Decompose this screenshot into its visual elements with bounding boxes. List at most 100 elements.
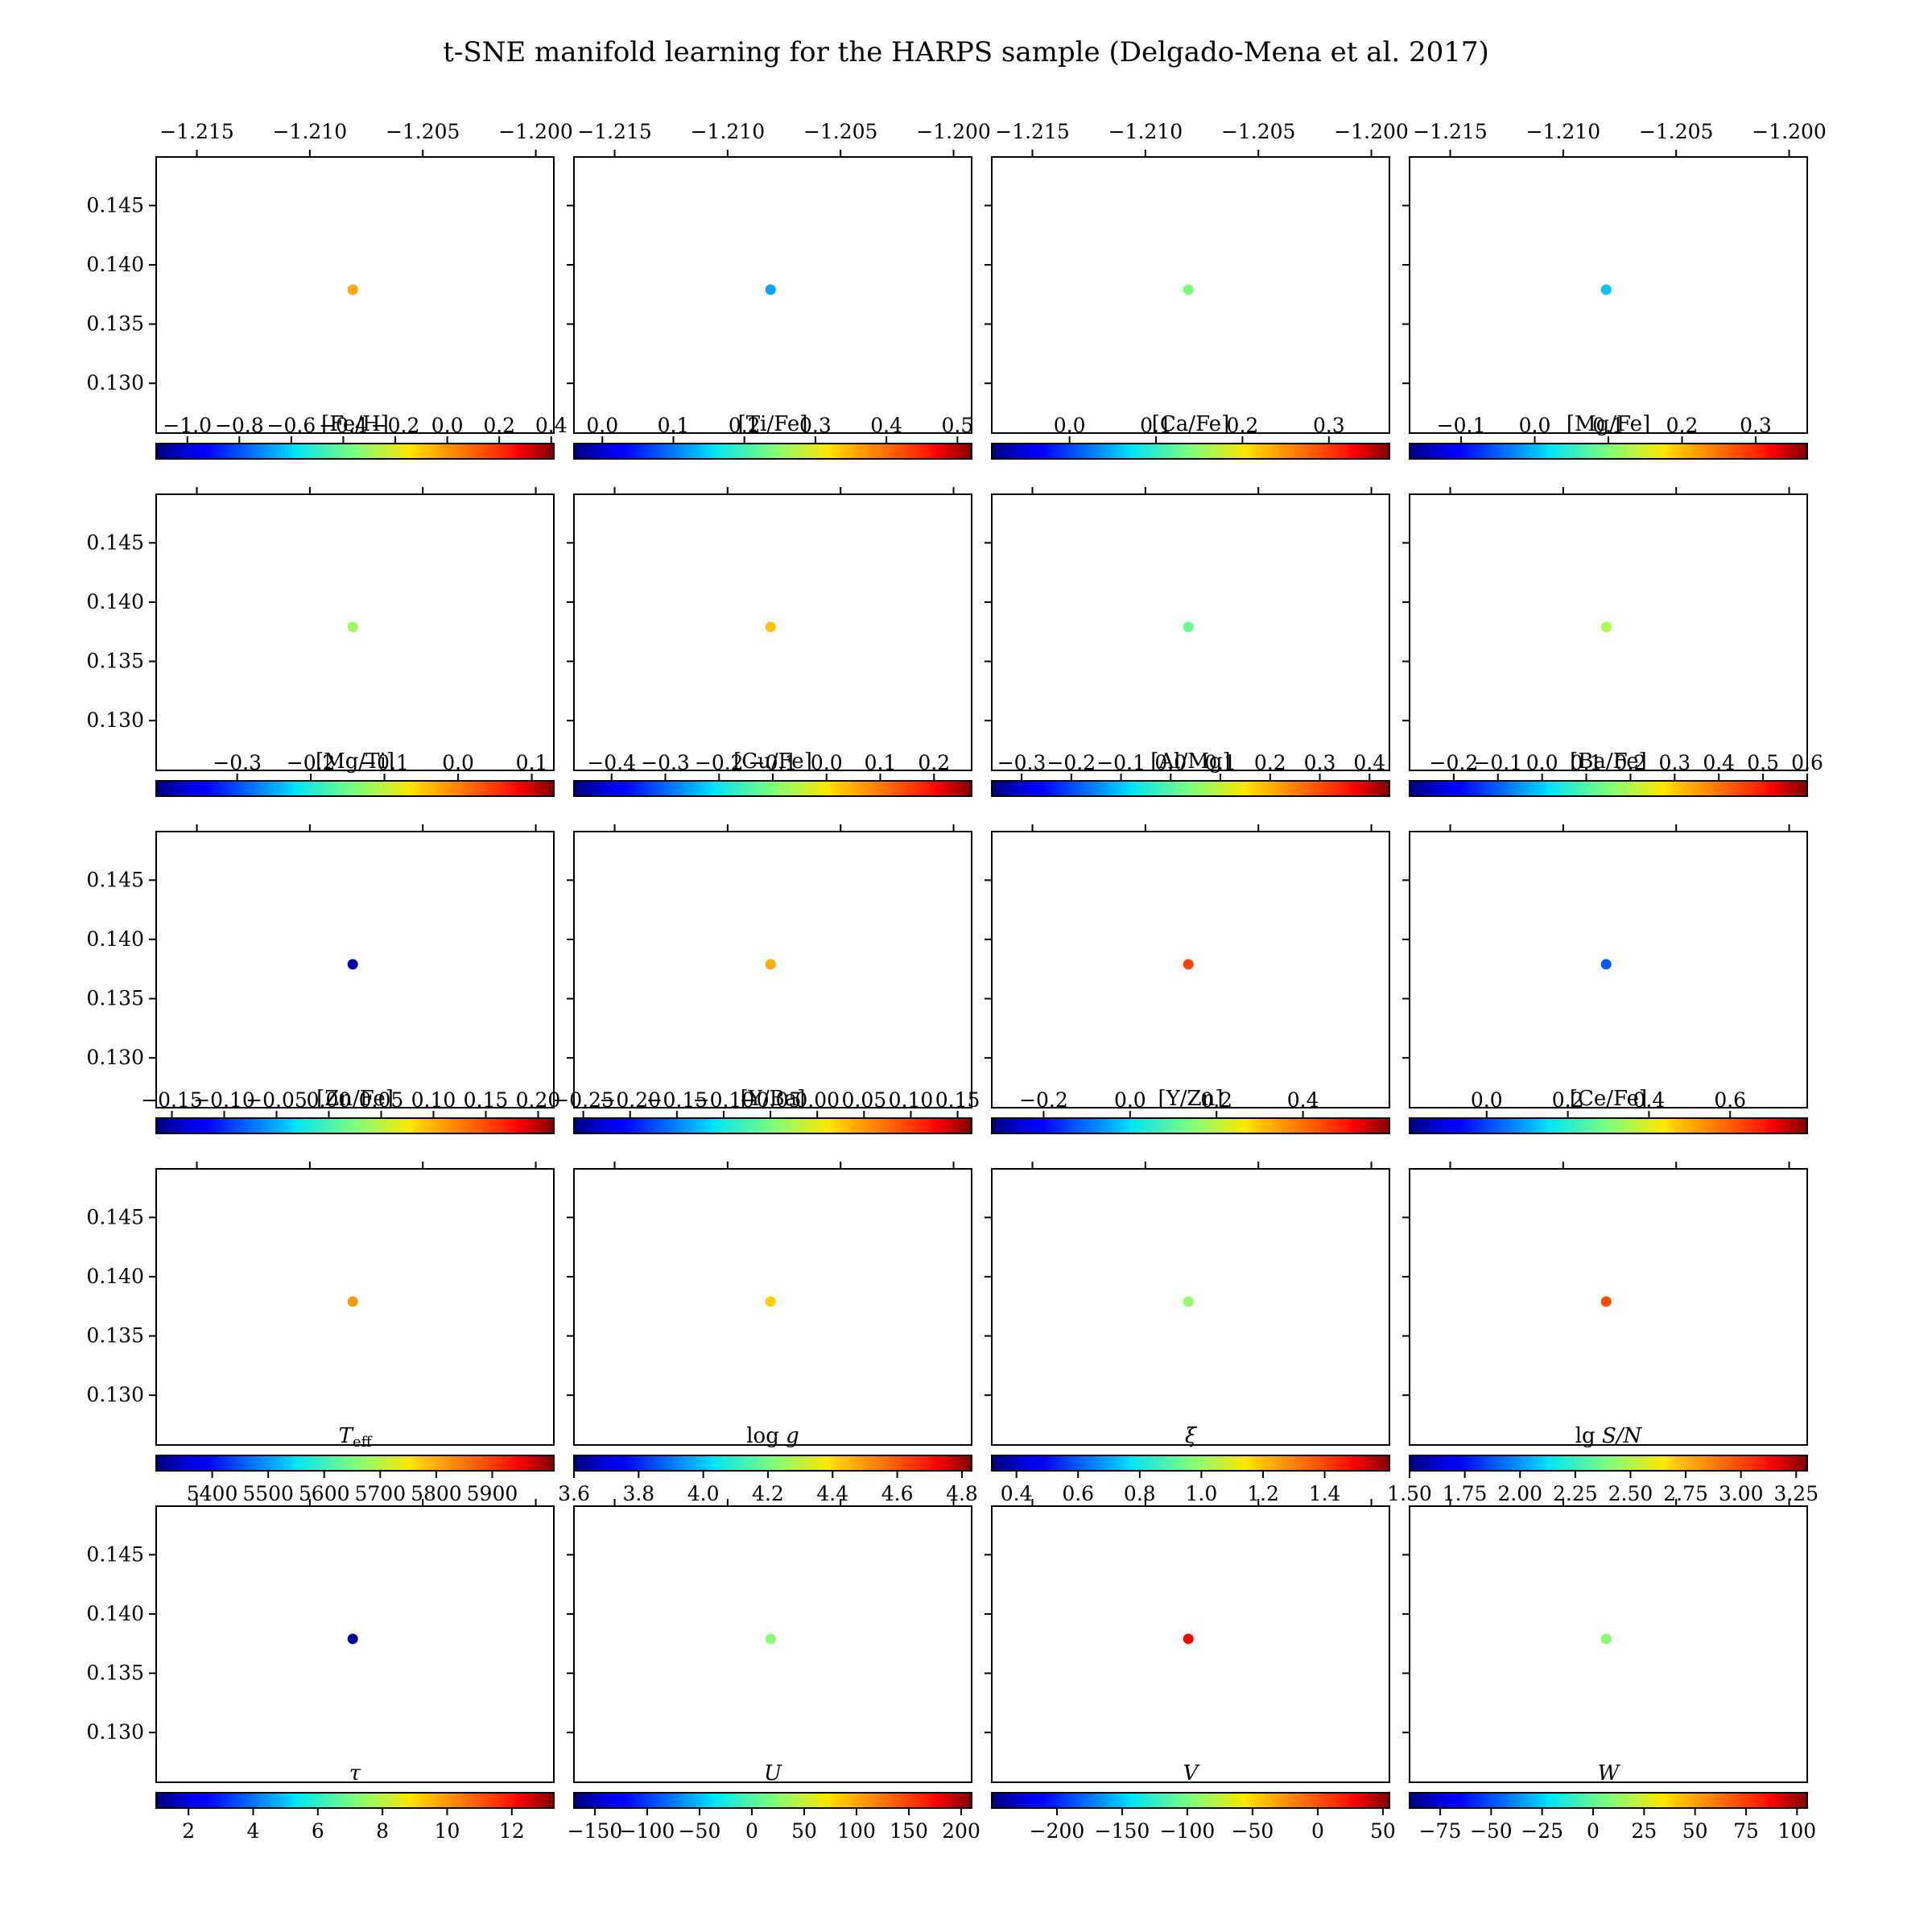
colorbar-tick-label: −150 xyxy=(1095,1819,1150,1843)
panel-mg-ti: 0.130 0.135 0.140 0.145 [Mg/Ti] −0.3 −0.2 −0.1 0… xyxy=(86,487,555,797)
colorbar-tick-label: −0.1 xyxy=(749,751,798,774)
colorbar-tick-label: 0.4 xyxy=(1287,1088,1319,1112)
panel-al-mg: [Al/Mg] −0.3 −0.2 −0.1 0.0 0.1 0.2 0.3 0.4 xyxy=(985,487,1390,797)
y-tick-label: 0.140 xyxy=(86,590,144,613)
colorbar-tick-label: 0.6 xyxy=(1714,1088,1746,1112)
x-tick-label: −1.215 xyxy=(1413,120,1488,143)
x-tick-label: −1.210 xyxy=(273,120,348,143)
colorbar-tick-label: 100 xyxy=(837,1819,876,1843)
colorbar-tick-label: −50 xyxy=(1232,1819,1274,1843)
panel-ce-fe: [Ce/Fe] 0.0 0.2 0.4 0.6 xyxy=(1402,824,1808,1134)
axes-frame xyxy=(573,493,972,771)
panel-label: [Zn/Fe] xyxy=(316,1087,394,1111)
data-point xyxy=(765,621,776,633)
colorbar-tick-label: 5800 xyxy=(411,1482,462,1505)
panel-mg-fe: −1.215 −1.210 −1.205 −1.200 [Mg/Fe] −0.1 0.0 0.… xyxy=(1402,120,1827,460)
y-tick-label: 0.135 xyxy=(86,650,144,673)
colorbar-tick-label: 2.25 xyxy=(1553,1482,1598,1505)
data-point xyxy=(1600,1633,1612,1645)
colorbar-t-eff xyxy=(155,1455,555,1472)
y-tick-label: 0.135 xyxy=(86,1324,144,1348)
colorbar-tick-label: 0.4 xyxy=(1001,1482,1033,1505)
colorbar-mg-ti xyxy=(155,780,555,797)
colorbar-tick-label: 0.3 xyxy=(1658,751,1690,774)
data-point xyxy=(765,1633,776,1645)
colorbar-var xyxy=(155,1792,555,1809)
colorbar-tick-label: −0.2 xyxy=(371,414,420,437)
x-tick-label: −1.215 xyxy=(995,120,1070,143)
colorbar-tick-label: −0.05 xyxy=(740,1088,802,1112)
colorbar-tick-label: 0.3 xyxy=(1313,414,1345,437)
colorbar-tick-label: 0.0 xyxy=(1519,414,1551,437)
colorbar-mg-fe xyxy=(1409,443,1808,460)
colorbar-tick-label: 200 xyxy=(942,1819,980,1843)
colorbar-tick-label: 0.00 xyxy=(795,1088,840,1112)
panel-label: W xyxy=(1598,1761,1621,1785)
x-tick-label: −1.200 xyxy=(1334,120,1409,143)
colorbar-tick-label: −0.2 xyxy=(1019,1088,1068,1112)
colorbar-tick-label: −0.2 xyxy=(695,751,744,774)
colorbar-tick-label: 12 xyxy=(499,1819,525,1843)
panel-ba-fe: [Ba/Fe] −0.2−0.1 0.0 0.1 0.2 0.3 0.4 0.5 0.6 xyxy=(1402,487,1823,797)
colorbar-tick-label: 4.2 xyxy=(752,1482,784,1505)
panel-label: [Y/Ba] xyxy=(741,1087,806,1111)
panel-label: [Cu/Fe] xyxy=(733,749,812,774)
axes-frame xyxy=(155,1168,555,1446)
colorbar-tick-label: 0.2 xyxy=(1254,751,1286,774)
y-tick-label: 0.140 xyxy=(86,1602,144,1625)
colorbar-tick-label: −0.2 xyxy=(1430,751,1479,774)
colorbar-tick-label: 0.2 xyxy=(918,751,950,774)
panel-label: [Mg/Fe] xyxy=(1567,412,1650,436)
y-tick-label: 0.135 xyxy=(86,312,144,336)
colorbar-tick-label: 75 xyxy=(1733,1819,1759,1843)
colorbar-tick-label: 3.25 xyxy=(1773,1482,1818,1505)
data-point xyxy=(1183,1296,1194,1307)
colorbar-tick-label: −50 xyxy=(679,1819,721,1843)
colorbar-tick-label: 0.1 xyxy=(1204,751,1236,774)
colorbar-tick-label: 4.8 xyxy=(946,1482,978,1505)
colorbar-tick-label: 0.6 xyxy=(1791,751,1823,774)
colorbar-y-zn xyxy=(991,1117,1390,1134)
x-tick-label: −1.210 xyxy=(691,120,766,143)
colorbar-tick-label: 0.0 xyxy=(1114,1088,1146,1112)
data-point xyxy=(1183,1633,1194,1645)
colorbar-log-g xyxy=(573,1455,972,1472)
axes-frame xyxy=(1409,156,1808,434)
axes-frame xyxy=(991,831,1390,1108)
data-point xyxy=(1183,284,1194,295)
colorbar-tick-label: 1.4 xyxy=(1309,1482,1341,1505)
colorbar-tick-label: 0.0 xyxy=(1471,1088,1503,1112)
colorbar-tick-label: 0.10 xyxy=(411,1088,456,1112)
colorbar-tick-label: −50 xyxy=(1470,1819,1513,1843)
colorbar-tick-label: 0.1 xyxy=(1592,414,1624,437)
axes-frame xyxy=(573,1168,972,1446)
colorbar-tick-label: 0.8 xyxy=(1124,1482,1156,1505)
colorbar-tick-label: 0.0 xyxy=(811,751,843,774)
colorbar-tick-label: 0.1 xyxy=(865,751,897,774)
colorbar-tick-label: 0.0 xyxy=(586,414,618,437)
colorbar-tick-label: 50 xyxy=(791,1819,817,1843)
colorbar-tick-label: −25 xyxy=(1521,1819,1563,1843)
colorbar-tick-label: 0.5 xyxy=(941,414,973,437)
y-tick-label: 0.135 xyxy=(86,1662,144,1685)
colorbar-tick-label: −0.6 xyxy=(267,414,316,437)
colorbar-tick-label: −1.0 xyxy=(163,414,212,437)
chart-title: t-SNE manifold learning for the HARPS sa… xyxy=(443,36,1489,68)
colorbar-zn-fe xyxy=(155,1117,555,1134)
x-tick-label: −1.200 xyxy=(916,120,991,143)
colorbar-tick-label: −0.05 xyxy=(246,1088,308,1112)
colorbar-tick-label: 0 xyxy=(745,1819,758,1843)
colorbar-tick-label: 2 xyxy=(182,1819,195,1843)
colorbar-tick-label: 0.0 xyxy=(1154,751,1187,774)
data-point xyxy=(347,959,358,970)
panel-log-g: log g 3.6 3.8 4.0 4.2 4.4 4.6 4.8 xyxy=(558,1162,978,1505)
colorbar-tick-label: −0.1 xyxy=(360,751,409,774)
axes-frame xyxy=(991,1505,1390,1783)
panel-label: ξ xyxy=(1185,1424,1198,1448)
colorbar-tick-label: 0 xyxy=(1311,1819,1324,1843)
colorbar-w xyxy=(1409,1792,1808,1809)
axes-frame xyxy=(573,156,972,434)
colorbar-tick-label: −0.1 xyxy=(1437,414,1486,437)
colorbar-tick-label: 4 xyxy=(247,1819,260,1843)
